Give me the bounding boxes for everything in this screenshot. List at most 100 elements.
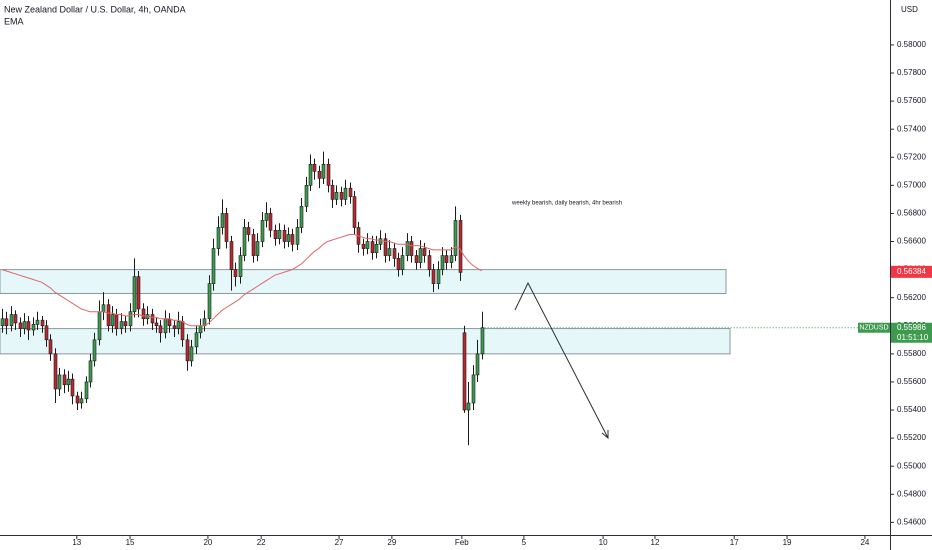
candle-body <box>475 353 480 376</box>
candle-body <box>84 381 89 400</box>
candle-body <box>22 321 27 329</box>
candle-body <box>466 402 471 411</box>
overlay <box>1 234 858 329</box>
y-tick-label: 0.55800 <box>897 349 926 358</box>
candle-body <box>326 163 331 186</box>
candle-body <box>295 227 300 245</box>
candle-body <box>449 255 454 263</box>
symbol-tag-label: NZDUSD <box>859 325 888 332</box>
candle-body <box>444 255 449 263</box>
candle-body <box>277 229 282 240</box>
candle-body <box>132 276 137 313</box>
candle-body <box>343 187 348 200</box>
ema-line <box>1 234 482 327</box>
candle-body <box>110 314 115 327</box>
candle-body <box>158 325 163 334</box>
candle-body <box>79 398 84 404</box>
candle-body <box>229 241 234 270</box>
candle-body <box>312 163 317 172</box>
candle-body <box>123 321 128 327</box>
candle-body <box>370 241 375 254</box>
candle-body <box>44 325 49 341</box>
candle-body <box>246 227 251 235</box>
candle-body <box>282 229 287 242</box>
candle-body <box>176 321 181 329</box>
candle-body <box>150 314 155 324</box>
axes: 0.58000 0.57800 0.57600 0.57400 0.57200 0.570… <box>72 40 932 547</box>
candle-body <box>4 318 9 327</box>
candle-body <box>154 322 159 327</box>
candle-body <box>334 192 339 200</box>
x-tick-label: Feb <box>455 538 469 547</box>
candle-body <box>387 248 392 256</box>
candle-body <box>114 314 119 329</box>
zone <box>0 328 731 355</box>
candle-body <box>220 213 225 228</box>
candle-body <box>321 163 326 179</box>
candle-body <box>361 244 366 249</box>
candle-body <box>436 269 441 284</box>
candle-body <box>286 234 291 242</box>
candle-body <box>339 192 344 200</box>
candle-body <box>31 324 36 331</box>
candle-body <box>255 241 260 256</box>
candle-body <box>13 314 18 324</box>
candle-body <box>440 255 445 270</box>
x-tick-label: 22 <box>257 538 266 547</box>
candle-body <box>92 339 97 362</box>
candle-body <box>405 241 410 256</box>
candle-body <box>317 171 322 179</box>
candle-body <box>414 255 419 263</box>
candle-body <box>172 325 177 329</box>
x-tick-label: 13 <box>72 538 81 547</box>
candle-body <box>378 238 383 245</box>
drawn-arrow <box>514 281 609 440</box>
candle-body <box>128 311 133 327</box>
candle-body <box>136 276 141 310</box>
indicator-legend: EMA <box>4 16 24 26</box>
y-tick-label: 0.57200 <box>897 152 926 161</box>
zones <box>0 269 731 355</box>
candle-body <box>383 238 388 256</box>
candle-body <box>330 185 335 200</box>
countdown-label: 01:51:10 <box>897 333 929 342</box>
x-tick-label: 15 <box>126 538 135 547</box>
candle-body <box>374 244 379 254</box>
candle-body <box>97 311 102 341</box>
candle-body <box>119 321 124 329</box>
y-tick-label: 0.55600 <box>897 377 926 386</box>
price-tag <box>891 265 932 278</box>
candle-body <box>392 248 397 259</box>
candle-body <box>242 227 247 256</box>
candle-body <box>40 319 45 327</box>
candle-body <box>431 269 436 284</box>
candle-body <box>396 258 401 270</box>
candle-body <box>35 319 40 325</box>
candle-body <box>427 255 432 270</box>
x-tick-label: 24 <box>860 538 869 547</box>
y-tick-label: 0.57800 <box>897 68 926 77</box>
y-tick-label: 0.55200 <box>897 433 926 442</box>
candle-body <box>75 395 80 404</box>
candle-body <box>9 314 14 327</box>
candle-body <box>167 318 172 327</box>
candle-body <box>48 339 53 355</box>
candle-body <box>88 360 93 383</box>
candle-body <box>238 255 243 277</box>
candle-body <box>106 304 111 327</box>
y-tick-label: 0.55400 <box>897 405 926 414</box>
candle-body <box>268 213 273 231</box>
candle-body <box>57 374 62 390</box>
y-tick-label: 0.55000 <box>897 461 926 470</box>
candle-body <box>180 321 185 341</box>
currency-label: USD <box>901 5 918 14</box>
y-tick-label: 0.57600 <box>897 96 926 105</box>
candle-body <box>189 346 194 362</box>
candle-body <box>365 241 370 249</box>
candle-body <box>264 213 269 221</box>
y-tick-label: 0.56800 <box>897 209 926 218</box>
candle-body <box>185 339 190 362</box>
candle-body <box>409 241 414 256</box>
x-tick-label: 29 <box>387 538 396 547</box>
x-tick-label: 10 <box>599 538 608 547</box>
